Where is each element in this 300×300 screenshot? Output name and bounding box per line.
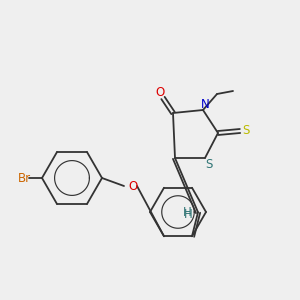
Text: O: O [128,179,138,193]
Text: S: S [242,124,250,137]
Text: H: H [184,208,192,221]
Text: H: H [183,206,191,219]
Text: O: O [155,86,165,100]
Text: Br: Br [17,172,31,184]
Text: S: S [205,158,213,172]
Text: N: N [201,98,209,110]
